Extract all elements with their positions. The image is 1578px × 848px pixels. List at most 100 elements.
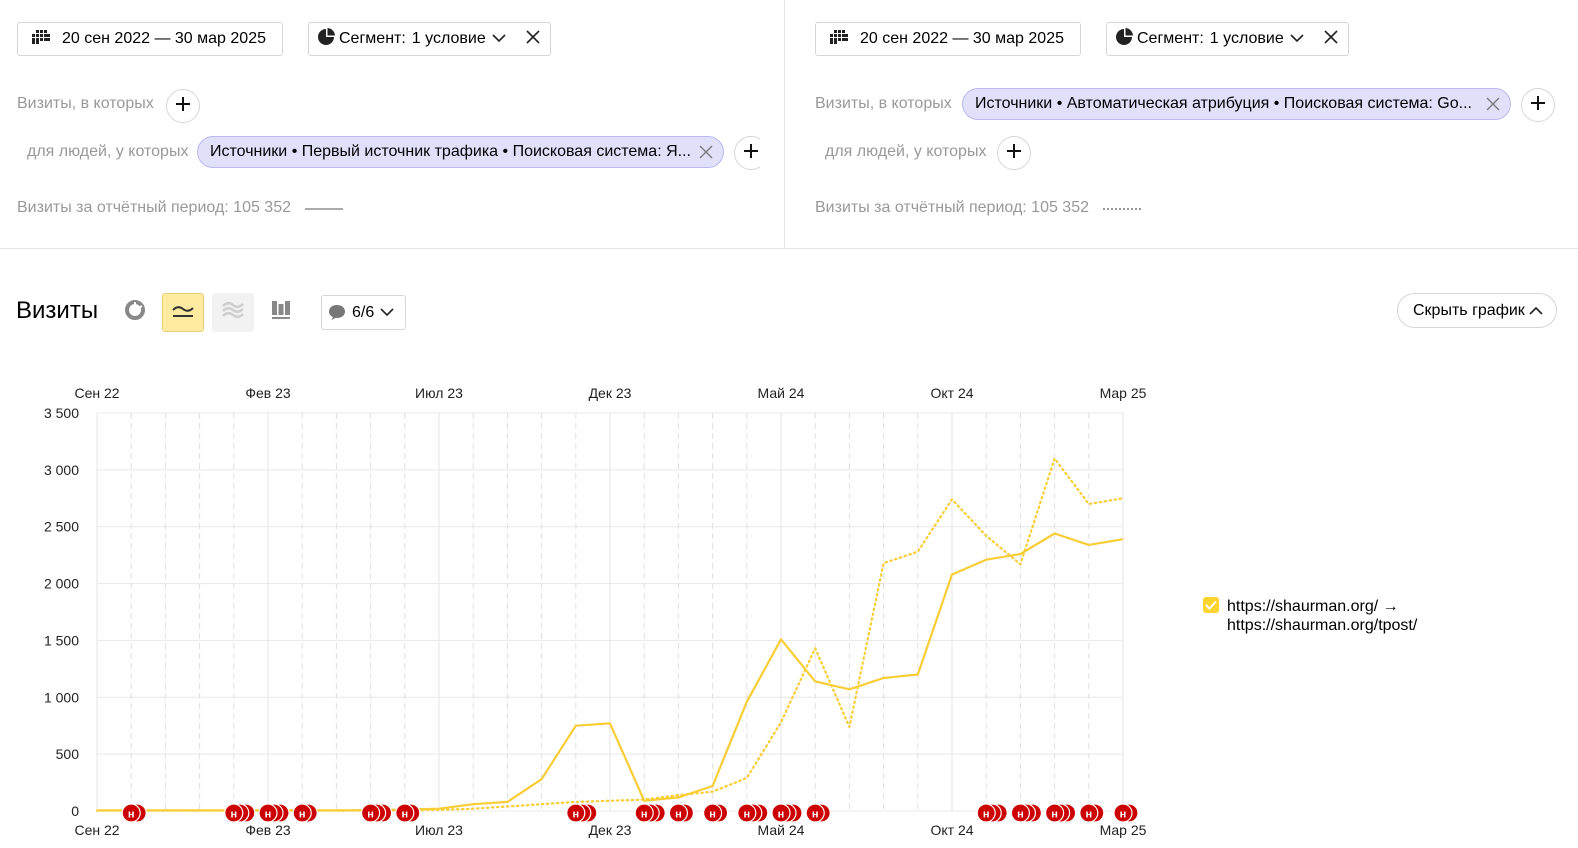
period-visits-text: Визиты за отчётный период: 105 352 — [17, 199, 291, 216]
pie-chart-icon — [124, 299, 146, 326]
segment-clear-button[interactable] — [516, 22, 551, 56]
holiday-marker-icon — [258, 803, 278, 823]
line-chart-type-button[interactable] — [162, 293, 204, 332]
holiday-marker-icon — [976, 803, 996, 823]
legend-item-label: https://shaurman.org/ → https://shaurman… — [1227, 598, 1418, 634]
x-tick-label-top: Июл 23 — [415, 385, 463, 401]
chart-legend: https://shaurman.org/ → https://shaurman… — [1203, 597, 1437, 635]
date-range-text: 20 сен 2022 — 30 мар 2025 — [860, 30, 1064, 47]
segment-clear-button[interactable] — [1314, 22, 1349, 56]
close-icon — [1324, 29, 1338, 49]
date-range-text: 20 сен 2022 — 30 мар 2025 — [62, 30, 266, 47]
calendar-icon — [32, 29, 50, 49]
holiday-marker-icon — [702, 803, 723, 823]
close-icon[interactable] — [699, 145, 713, 159]
segment-value: 1 условие — [411, 30, 486, 47]
holiday-marker-label: н — [265, 809, 272, 821]
hide-chart-label: Скрыть график — [1413, 301, 1525, 319]
holiday-marker-label: н — [675, 809, 682, 821]
holiday-marker-icon — [224, 803, 244, 823]
annotations-dropdown[interactable]: 6/6 — [321, 295, 406, 330]
panel-divider — [784, 0, 785, 248]
holiday-marker-icon — [668, 803, 689, 823]
y-tick-label: 500 — [56, 746, 80, 762]
segment-dropdown[interactable]: Сегмент: 1 условие — [1106, 22, 1315, 56]
bar-chart-icon — [271, 300, 291, 325]
y-tick-label: 3 500 — [44, 405, 79, 421]
people-condition-chip[interactable]: Источники • Первый источник трафика • По… — [197, 136, 724, 168]
x-tick-label-bottom: Июл 23 — [415, 822, 463, 838]
people-condition-text: Источники • Первый источник трафика • По… — [210, 143, 691, 160]
segment-value: 1 условие — [1209, 30, 1284, 47]
holiday-marker-label: н — [1085, 809, 1092, 821]
pie-chart-type-button[interactable] — [114, 293, 156, 332]
x-tick-label-bottom: Май 24 — [758, 822, 805, 838]
y-tick-label: 2 500 — [44, 519, 79, 535]
date-range-button[interactable]: 20 сен 2022 — 30 мар 2025 — [17, 22, 283, 56]
holiday-marker-label: н — [778, 809, 785, 821]
visits-condition-chip[interactable]: Источники • Автоматическая атрибуция • П… — [962, 88, 1511, 120]
people-filter-label: для людей, у которых — [27, 143, 189, 160]
x-tick-label-bottom: Окт 24 — [930, 822, 973, 838]
close-icon[interactable] — [1486, 97, 1500, 111]
pie-icon — [1115, 27, 1133, 51]
chevron-down-icon — [492, 30, 506, 48]
hide-chart-button[interactable]: Скрыть график — [1397, 293, 1557, 328]
y-tick-label: 3 000 — [44, 462, 79, 478]
x-tick-label-top: Фев 23 — [245, 385, 291, 401]
add-visits-condition-button[interactable] — [166, 89, 200, 123]
holiday-marker-label: н — [401, 809, 408, 821]
x-tick-label-bottom: Фев 23 — [245, 822, 291, 838]
pie-icon — [317, 27, 335, 51]
chevron-down-icon — [1290, 30, 1304, 48]
x-tick-label-top: Май 24 — [758, 385, 805, 401]
visits-filter-label: Визиты, в которых — [815, 95, 952, 112]
segment-label: Сегмент: — [1137, 30, 1204, 47]
x-tick-label-top: Дек 23 — [589, 385, 632, 401]
add-people-condition-clip — [734, 135, 760, 171]
holiday-marker-label: н — [367, 809, 374, 821]
visits-filter-label: Визиты, в которых — [17, 95, 154, 112]
segment-dropdown[interactable]: Сегмент: 1 условие — [308, 22, 517, 56]
date-range-button[interactable]: 20 сен 2022 — 30 мар 2025 — [815, 22, 1081, 56]
x-tick-label-top: Мар 25 — [1100, 385, 1147, 401]
add-people-condition-button[interactable] — [734, 136, 760, 170]
add-people-condition-button[interactable] — [997, 136, 1031, 170]
plus-icon — [1530, 95, 1546, 116]
plus-icon — [175, 96, 191, 117]
plus-icon — [743, 143, 759, 164]
x-tick-label-top: Окт 24 — [930, 385, 973, 401]
bar-chart-type-button[interactable] — [260, 293, 302, 332]
holiday-marker-icon — [1044, 803, 1065, 823]
holiday-marker-label: н — [572, 809, 579, 821]
holiday-marker-icon — [566, 803, 586, 823]
holiday-marker-icon — [805, 803, 825, 823]
left-segment-panel: 20 сен 2022 — 30 мар 2025 Сегмент: 1 усл… — [0, 0, 784, 248]
period-visits-text: Визиты за отчётный период: 105 352 — [815, 199, 1089, 216]
holiday-marker-icon — [361, 803, 381, 823]
holiday-marker-icon — [634, 803, 654, 823]
holiday-marker-label: н — [1120, 809, 1127, 821]
x-tick-label-top: Сен 22 — [74, 385, 119, 401]
visits-condition-text: Источники • Автоматическая атрибуция • П… — [975, 95, 1472, 112]
holiday-marker-icon — [292, 803, 312, 823]
holiday-marker-label: н — [230, 809, 237, 821]
y-tick-label: 1 500 — [44, 632, 79, 648]
holiday-marker-icon — [121, 803, 141, 823]
chevron-down-icon — [380, 308, 394, 317]
close-icon — [526, 29, 540, 49]
holiday-marker-label: н — [812, 809, 819, 821]
calendar-icon — [830, 29, 848, 49]
x-tick-label-bottom: Сен 22 — [74, 822, 119, 838]
chevron-up-icon — [1529, 306, 1543, 315]
area-chart-type-button[interactable] — [212, 293, 254, 332]
plus-icon — [1006, 143, 1022, 164]
holiday-marker-label: н — [1017, 809, 1024, 821]
legend-checkbox[interactable] — [1203, 597, 1219, 613]
add-visits-condition-button[interactable] — [1521, 88, 1555, 122]
annotations-count: 6/6 — [352, 303, 375, 321]
report-title: Визиты — [16, 297, 99, 324]
holiday-marker-label: н — [743, 809, 750, 821]
solid-line-legend-swatch — [305, 208, 343, 210]
x-tick-label-bottom: Дек 23 — [589, 822, 632, 838]
